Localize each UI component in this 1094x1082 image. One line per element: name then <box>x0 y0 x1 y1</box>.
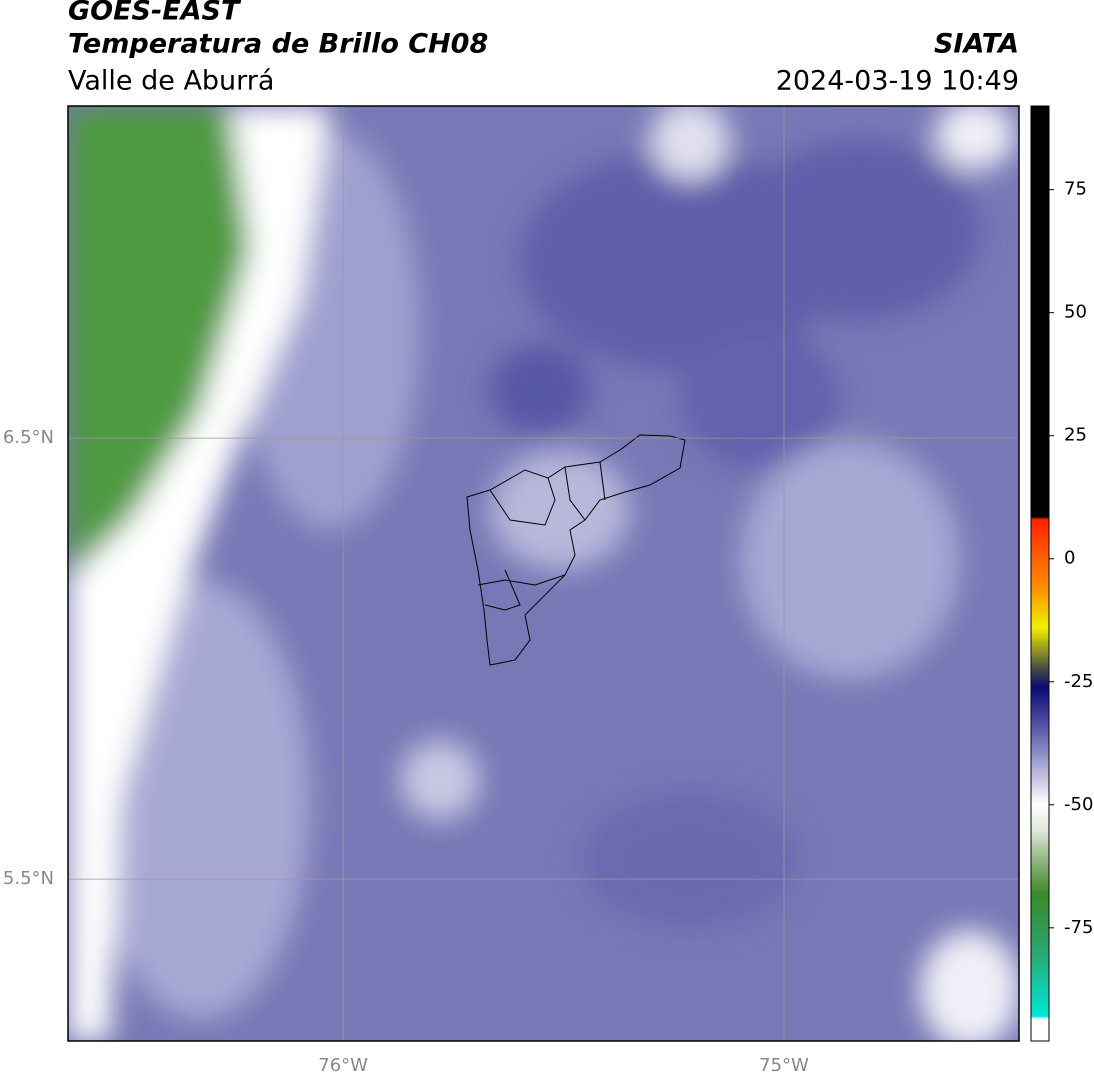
colorbar <box>1030 105 1050 1042</box>
map-frame <box>67 105 1020 1042</box>
colorbar-tick-label: -50 <box>1064 794 1093 815</box>
colorbar-tick-label: 75 <box>1064 179 1087 200</box>
x-tick-label: 75°W <box>759 1055 809 1076</box>
x-tick-label: 76°W <box>318 1055 368 1076</box>
datetime: 2024-03-19 10:49 <box>776 66 1019 97</box>
source: SIATA <box>934 29 1019 60</box>
y-tick-label: 6.5°N <box>3 427 54 448</box>
region: Valle de Aburrá <box>68 66 274 97</box>
valley-outline <box>466 434 686 666</box>
colorbar-tick-label: -75 <box>1064 917 1093 938</box>
colorbar-tick-label: 25 <box>1064 425 1087 446</box>
colorbar-tick-label: 0 <box>1064 548 1075 569</box>
subtitle: Temperatura de Brillo CH08 <box>68 29 488 60</box>
satellite-field <box>68 106 1019 1041</box>
y-tick-label: 5.5°N <box>3 868 54 889</box>
title: GOES-EAST <box>68 0 242 27</box>
colorbar-tick-label: 50 <box>1064 302 1087 323</box>
colorbar-tick-label: -25 <box>1064 671 1093 692</box>
